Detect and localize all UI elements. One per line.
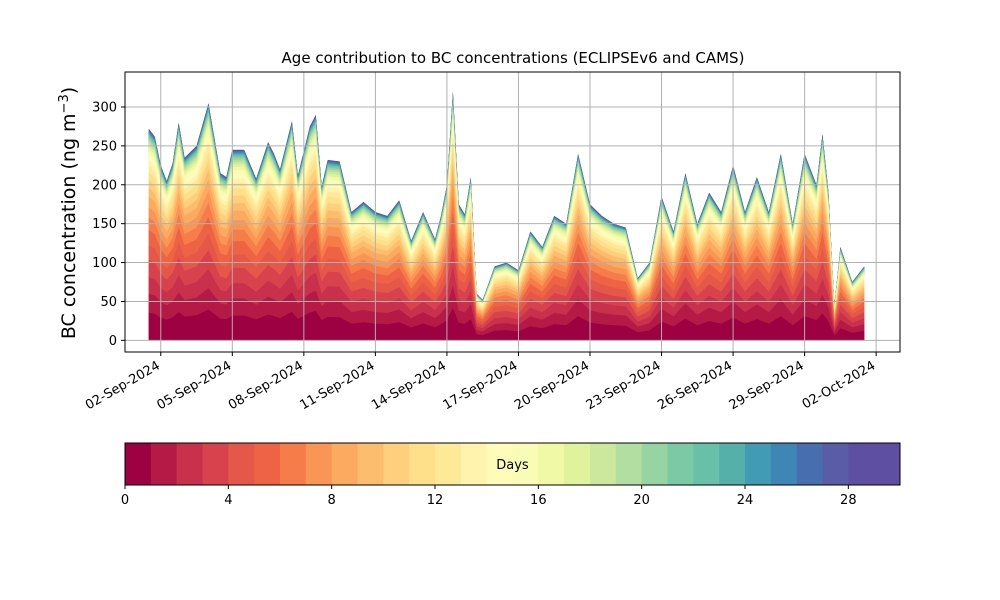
colorbar-swatch [538,443,565,485]
colorbar-tick-label: 24 [737,493,754,508]
colorbar-swatch [331,443,358,485]
colorbar-swatch [615,443,643,485]
plot-frame [124,71,901,353]
colorbar-swatch [409,443,436,485]
y-tick-label: 50 [100,295,117,310]
colorbar-swatch [150,443,178,485]
colorbar-swatch [383,443,410,485]
area-layer-0 [148,308,865,341]
colorbar-swatch [280,443,307,485]
y-axis-label: BC concentration (ng m−3) [57,87,80,339]
colorbar-swatch [228,443,255,485]
y-tick-label: 0 [109,334,117,349]
colorbar-swatch [745,443,772,485]
stacked-areas [148,91,865,341]
colorbar-swatch [770,443,798,485]
y-tick-label: 300 [92,101,117,116]
colorbar: 0 4 8 12 16 20 24 28 Days [121,442,901,508]
colorbar-tick-label: 20 [633,493,650,508]
x-tick-label: 26-Sep-2024 [655,358,735,413]
colorbar-frame [124,442,901,486]
colorbar-tick-label: 0 [121,493,129,508]
colorbar-swatch [822,443,849,485]
colorbar-tick-label: 16 [530,493,547,508]
colorbar-swatch [590,443,617,485]
x-tick-label: 17-Sep-2024 [441,358,521,413]
colorbar-tick-label: 8 [328,493,336,508]
colorbar-swatch [176,443,203,485]
y-axis-label-close: ) [58,87,80,94]
colorbar-tick-label: 12 [427,493,444,508]
plot-area: 0 50 100 150 200 250 300 02-Sep-202405-Sep-2024… [83,71,901,413]
colorbar-swatch [874,443,901,485]
x-tick-label: 02-Sep-2024 [83,358,163,413]
x-tick-label: 08-Sep-2024 [226,358,306,413]
colorbar-swatch [486,443,513,485]
colorbar-label: Days [496,458,529,473]
colorbar-swatch [848,443,875,485]
colorbar-swatch [202,443,229,485]
colorbar-swatch [357,443,384,485]
colorbar-swatch [693,443,720,485]
x-tick-label: 29-Sep-2024 [727,358,807,413]
colorbar-swatch [435,443,462,485]
x-tick-label: 11-Sep-2024 [298,358,378,413]
chart-title: Age contribution to BC concentrations (E… [282,49,745,67]
x-tick-label: 05-Sep-2024 [154,358,234,413]
grid [125,72,900,352]
y-tick-label: 200 [92,178,117,193]
x-tick-label: 23-Sep-2024 [584,358,664,413]
colorbar-swatch [254,443,281,485]
x-tick-label: 14-Sep-2024 [369,358,449,413]
y-axis-label-text: BC concentration (ng m [58,113,80,339]
y-tick-label: 100 [92,256,117,271]
colorbar-swatch [719,443,746,485]
colorbar-swatch [796,443,823,485]
colorbar-swatch [125,443,152,485]
x-tick-label: 20-Sep-2024 [512,358,592,413]
y-tick-label: 250 [92,139,117,154]
colorbar-swatch [512,443,539,485]
colorbar-swatch [460,443,488,485]
colorbar-swatch [667,443,694,485]
colorbar-tick-label: 28 [840,493,857,508]
colorbar-swatch [305,443,333,485]
x-tick-label: 02-Oct-2024 [800,358,878,412]
colorbar-tick-label: 4 [224,493,232,508]
y-axis-label-superscript: −3 [57,94,72,113]
y-tick-label: 150 [92,217,117,232]
colorbar-swatch [564,443,591,485]
colorbar-swatch [641,443,668,485]
